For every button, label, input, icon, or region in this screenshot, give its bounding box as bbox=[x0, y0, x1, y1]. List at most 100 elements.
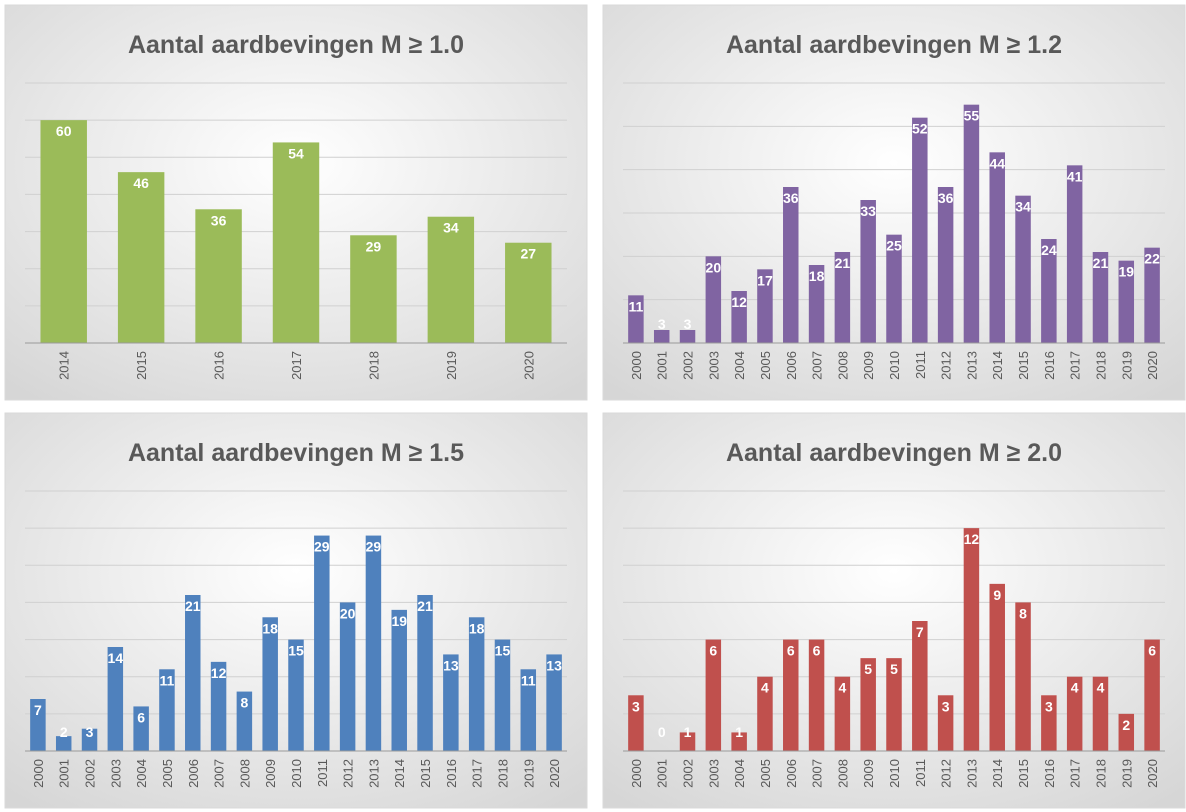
bar bbox=[679, 732, 696, 751]
bar bbox=[468, 617, 485, 751]
value-label: 18 bbox=[262, 620, 278, 636]
value-label: 24 bbox=[1041, 242, 1057, 258]
value-label: 12 bbox=[731, 294, 747, 310]
x-tick-label: 2010 bbox=[289, 759, 304, 788]
bar bbox=[757, 269, 773, 343]
bar bbox=[40, 120, 87, 344]
x-tick-label: 2008 bbox=[835, 759, 850, 788]
value-label: 14 bbox=[108, 650, 124, 666]
value-label: 21 bbox=[185, 598, 201, 614]
bar bbox=[107, 647, 124, 751]
bar bbox=[1015, 602, 1031, 751]
x-tick-label: 2019 bbox=[1119, 351, 1134, 380]
value-label: 1 bbox=[684, 724, 692, 740]
x-tick-label: 2008 bbox=[237, 759, 252, 788]
bar bbox=[133, 706, 149, 751]
x-tick-label: 2011 bbox=[913, 351, 928, 379]
value-label: 17 bbox=[757, 272, 773, 288]
value-label: 33 bbox=[860, 203, 876, 219]
x-tick-label: 2014 bbox=[392, 759, 407, 788]
bar bbox=[55, 736, 72, 751]
value-label: 55 bbox=[964, 108, 980, 124]
x-tick-label: 2017 bbox=[470, 759, 485, 788]
x-tick-label: 2012 bbox=[939, 759, 954, 788]
bar bbox=[1092, 676, 1109, 751]
value-label: 18 bbox=[809, 268, 825, 284]
bar bbox=[1041, 695, 1057, 751]
x-tick-label: 2019 bbox=[521, 759, 536, 788]
bar bbox=[117, 172, 165, 343]
bar bbox=[886, 658, 902, 751]
bar bbox=[937, 695, 954, 751]
bar bbox=[272, 142, 320, 343]
x-tick-label: 2002 bbox=[681, 351, 696, 380]
bar bbox=[1118, 713, 1135, 751]
value-label: 21 bbox=[835, 255, 851, 271]
x-tick-label: 2004 bbox=[732, 351, 747, 380]
bar bbox=[731, 732, 747, 751]
bar bbox=[365, 535, 382, 751]
x-tick-label: 2013 bbox=[366, 759, 381, 788]
value-label: 36 bbox=[211, 212, 227, 228]
value-label: 29 bbox=[366, 539, 382, 555]
x-tick-label: 2016 bbox=[1042, 759, 1057, 788]
bar bbox=[159, 669, 175, 751]
x-tick-label: 2009 bbox=[861, 351, 876, 380]
value-label: 22 bbox=[1144, 251, 1160, 267]
bar bbox=[1092, 252, 1109, 343]
x-tick-label: 2016 bbox=[1042, 351, 1057, 380]
bar bbox=[705, 256, 722, 343]
chart-title: Aantal aardbevingen M ≥ 1.0 bbox=[128, 31, 464, 59]
x-tick-label: 2009 bbox=[861, 759, 876, 788]
bar bbox=[860, 658, 876, 751]
x-tick-label: 2007 bbox=[212, 759, 227, 788]
value-label: 3 bbox=[684, 316, 692, 332]
x-tick-label: 2013 bbox=[964, 759, 979, 788]
bar bbox=[1144, 639, 1160, 751]
value-label: 6 bbox=[137, 709, 145, 725]
value-label: 12 bbox=[964, 531, 980, 547]
value-label: 36 bbox=[783, 190, 799, 206]
x-tick-label: 2007 bbox=[810, 351, 825, 380]
bar bbox=[1015, 195, 1031, 343]
x-tick-label: 2003 bbox=[706, 351, 721, 380]
x-tick-label: 2001 bbox=[57, 759, 72, 788]
value-label: 6 bbox=[813, 643, 821, 659]
x-tick-label: 2006 bbox=[186, 759, 201, 788]
x-tick-label: 2013 bbox=[964, 351, 979, 380]
x-tick-label: 2018 bbox=[1093, 759, 1108, 788]
value-label: 1 bbox=[735, 724, 743, 740]
bar bbox=[288, 639, 304, 751]
x-tick-label: 2004 bbox=[134, 759, 149, 788]
value-label: 29 bbox=[366, 238, 382, 254]
bar bbox=[505, 242, 552, 343]
x-tick-label: 2014 bbox=[990, 759, 1005, 788]
bar bbox=[1066, 676, 1083, 751]
value-label: 15 bbox=[495, 643, 511, 659]
value-label: 6 bbox=[1148, 643, 1156, 659]
bar bbox=[1041, 239, 1057, 343]
value-label: 12 bbox=[211, 665, 227, 681]
bar bbox=[783, 187, 799, 343]
value-label: 8 bbox=[240, 695, 248, 711]
x-tick-label: 2000 bbox=[629, 351, 644, 380]
x-tick-label: 2012 bbox=[341, 759, 356, 788]
value-label: 18 bbox=[469, 620, 485, 636]
bar bbox=[1066, 165, 1083, 343]
value-label: 2 bbox=[1122, 717, 1130, 733]
bar bbox=[494, 639, 511, 751]
value-label: 3 bbox=[942, 698, 950, 714]
value-label: 29 bbox=[314, 539, 330, 555]
x-tick-label: 2015 bbox=[1016, 351, 1031, 380]
value-label: 0 bbox=[658, 724, 666, 740]
x-tick-label: 2015 bbox=[1016, 759, 1031, 788]
bar bbox=[339, 602, 356, 751]
x-tick-label: 2000 bbox=[31, 759, 46, 788]
value-label: 11 bbox=[628, 298, 643, 314]
bar bbox=[262, 617, 278, 751]
value-label: 4 bbox=[838, 680, 846, 696]
x-tick-label: 2007 bbox=[810, 759, 825, 788]
x-tick-label: 2003 bbox=[108, 759, 123, 788]
bar bbox=[236, 691, 253, 751]
bar bbox=[808, 265, 825, 343]
